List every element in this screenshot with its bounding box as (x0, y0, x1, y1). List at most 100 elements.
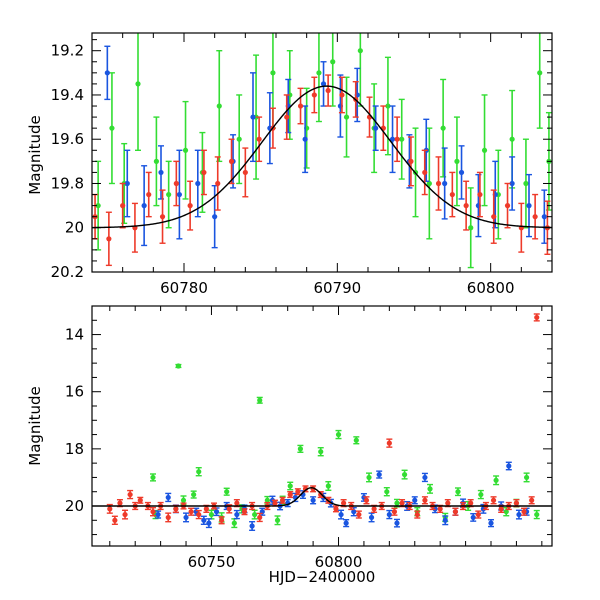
y-tick-label: 19.4 (51, 86, 84, 104)
plot-frame (91, 32, 553, 273)
data-point (280, 497, 286, 503)
data-point (521, 509, 527, 515)
x-tick-label: 60790 (313, 279, 361, 297)
data-point (241, 509, 248, 515)
data-point (422, 474, 428, 481)
data-point (203, 506, 209, 512)
data-point (513, 500, 520, 506)
data-point (532, 214, 538, 220)
data-point (373, 125, 379, 131)
data-point (498, 506, 504, 512)
data-point (212, 214, 218, 220)
data-point (526, 203, 532, 209)
data-point (124, 180, 130, 187)
data-point (137, 497, 143, 503)
data-point (191, 491, 197, 498)
data-point (477, 191, 483, 198)
data-point (414, 511, 420, 518)
data-point (325, 483, 331, 489)
y-tick-label: 18 (65, 440, 84, 458)
data-point (182, 147, 189, 153)
model-curve (92, 487, 552, 507)
data-point (391, 509, 398, 515)
data-point (509, 136, 515, 142)
data-point (475, 511, 481, 518)
data-point (426, 180, 432, 187)
data-point (106, 236, 112, 242)
data-point (257, 514, 263, 521)
data-point (249, 523, 255, 529)
data-point (155, 511, 161, 518)
series-blue (104, 45, 548, 249)
data-point (188, 509, 194, 515)
data-point (196, 511, 202, 518)
data-point (481, 147, 488, 153)
data-point (206, 520, 212, 526)
bottom-panel-x-axis-title: HJD−2400000 (269, 568, 376, 586)
data-point (196, 469, 202, 475)
data-point (320, 81, 327, 87)
data-point (272, 500, 278, 506)
data-point (158, 169, 164, 176)
data-point (274, 517, 281, 523)
data-point (234, 500, 240, 506)
data-point (356, 511, 362, 518)
data-point (371, 506, 377, 512)
y-tick-label: 16 (65, 383, 84, 401)
data-point (252, 511, 258, 518)
data-point (173, 506, 179, 512)
bottom-panel-y-axis-title: Magnitude (26, 386, 44, 465)
data-point (394, 520, 400, 526)
data-point (338, 511, 344, 518)
data-point (187, 203, 193, 209)
data-point (183, 514, 189, 521)
y-tick-label: 20.2 (51, 263, 84, 281)
data-point (534, 314, 540, 321)
data-point (435, 180, 442, 187)
bottom-panel-axes: 60750 60800 14 16 18 20 (65, 305, 553, 571)
data-point (242, 169, 248, 176)
data-point (343, 114, 350, 120)
data-point (343, 520, 349, 526)
data-point (256, 136, 262, 142)
y-tick-label: 19.6 (51, 130, 84, 148)
x-tick-label: 60750 (188, 553, 236, 571)
data-point (422, 169, 428, 176)
plot-area (92, 33, 552, 269)
x-tick-label: 60780 (160, 279, 208, 297)
data-point (529, 497, 535, 503)
bottom-panel-full-light-curve: 60750 60800 14 16 18 20 Magnitude HJD−2400000 (26, 305, 553, 586)
data-point (201, 169, 207, 176)
x-tick-label: 60800 (315, 553, 363, 571)
data-point (412, 497, 418, 503)
data-point (287, 491, 293, 498)
series-green (95, 33, 552, 269)
data-point (427, 486, 433, 492)
data-point (478, 491, 484, 498)
data-point (176, 191, 182, 198)
data-point (523, 180, 529, 187)
data-point (503, 509, 509, 515)
plot-area (92, 313, 552, 531)
top-panel-data-layer (92, 33, 552, 269)
x-tick-label: 60800 (467, 279, 515, 297)
data-point (127, 491, 133, 498)
data-point (180, 497, 187, 503)
top-panel-axes: 60780 60790 60800 19.2 19.4 19.6 19.8 20 20.2 (51, 32, 553, 297)
data-point (165, 494, 171, 501)
data-point (386, 440, 392, 446)
data-point (231, 520, 237, 526)
data-point (213, 509, 220, 515)
data-point (325, 87, 331, 94)
y-tick-label: 19.8 (51, 174, 84, 192)
data-point (440, 125, 446, 131)
data-point (445, 500, 451, 506)
data-point (394, 500, 400, 506)
data-point (385, 103, 391, 109)
data-point (287, 483, 293, 489)
data-point (173, 180, 179, 187)
top-panel-zoomed-light-curve: 60780 60790 60800 19.2 19.4 19.6 19.8 20 20.2 Ma… (26, 32, 553, 297)
data-point (234, 511, 240, 518)
plot-frame (91, 305, 553, 547)
data-point (399, 500, 405, 506)
